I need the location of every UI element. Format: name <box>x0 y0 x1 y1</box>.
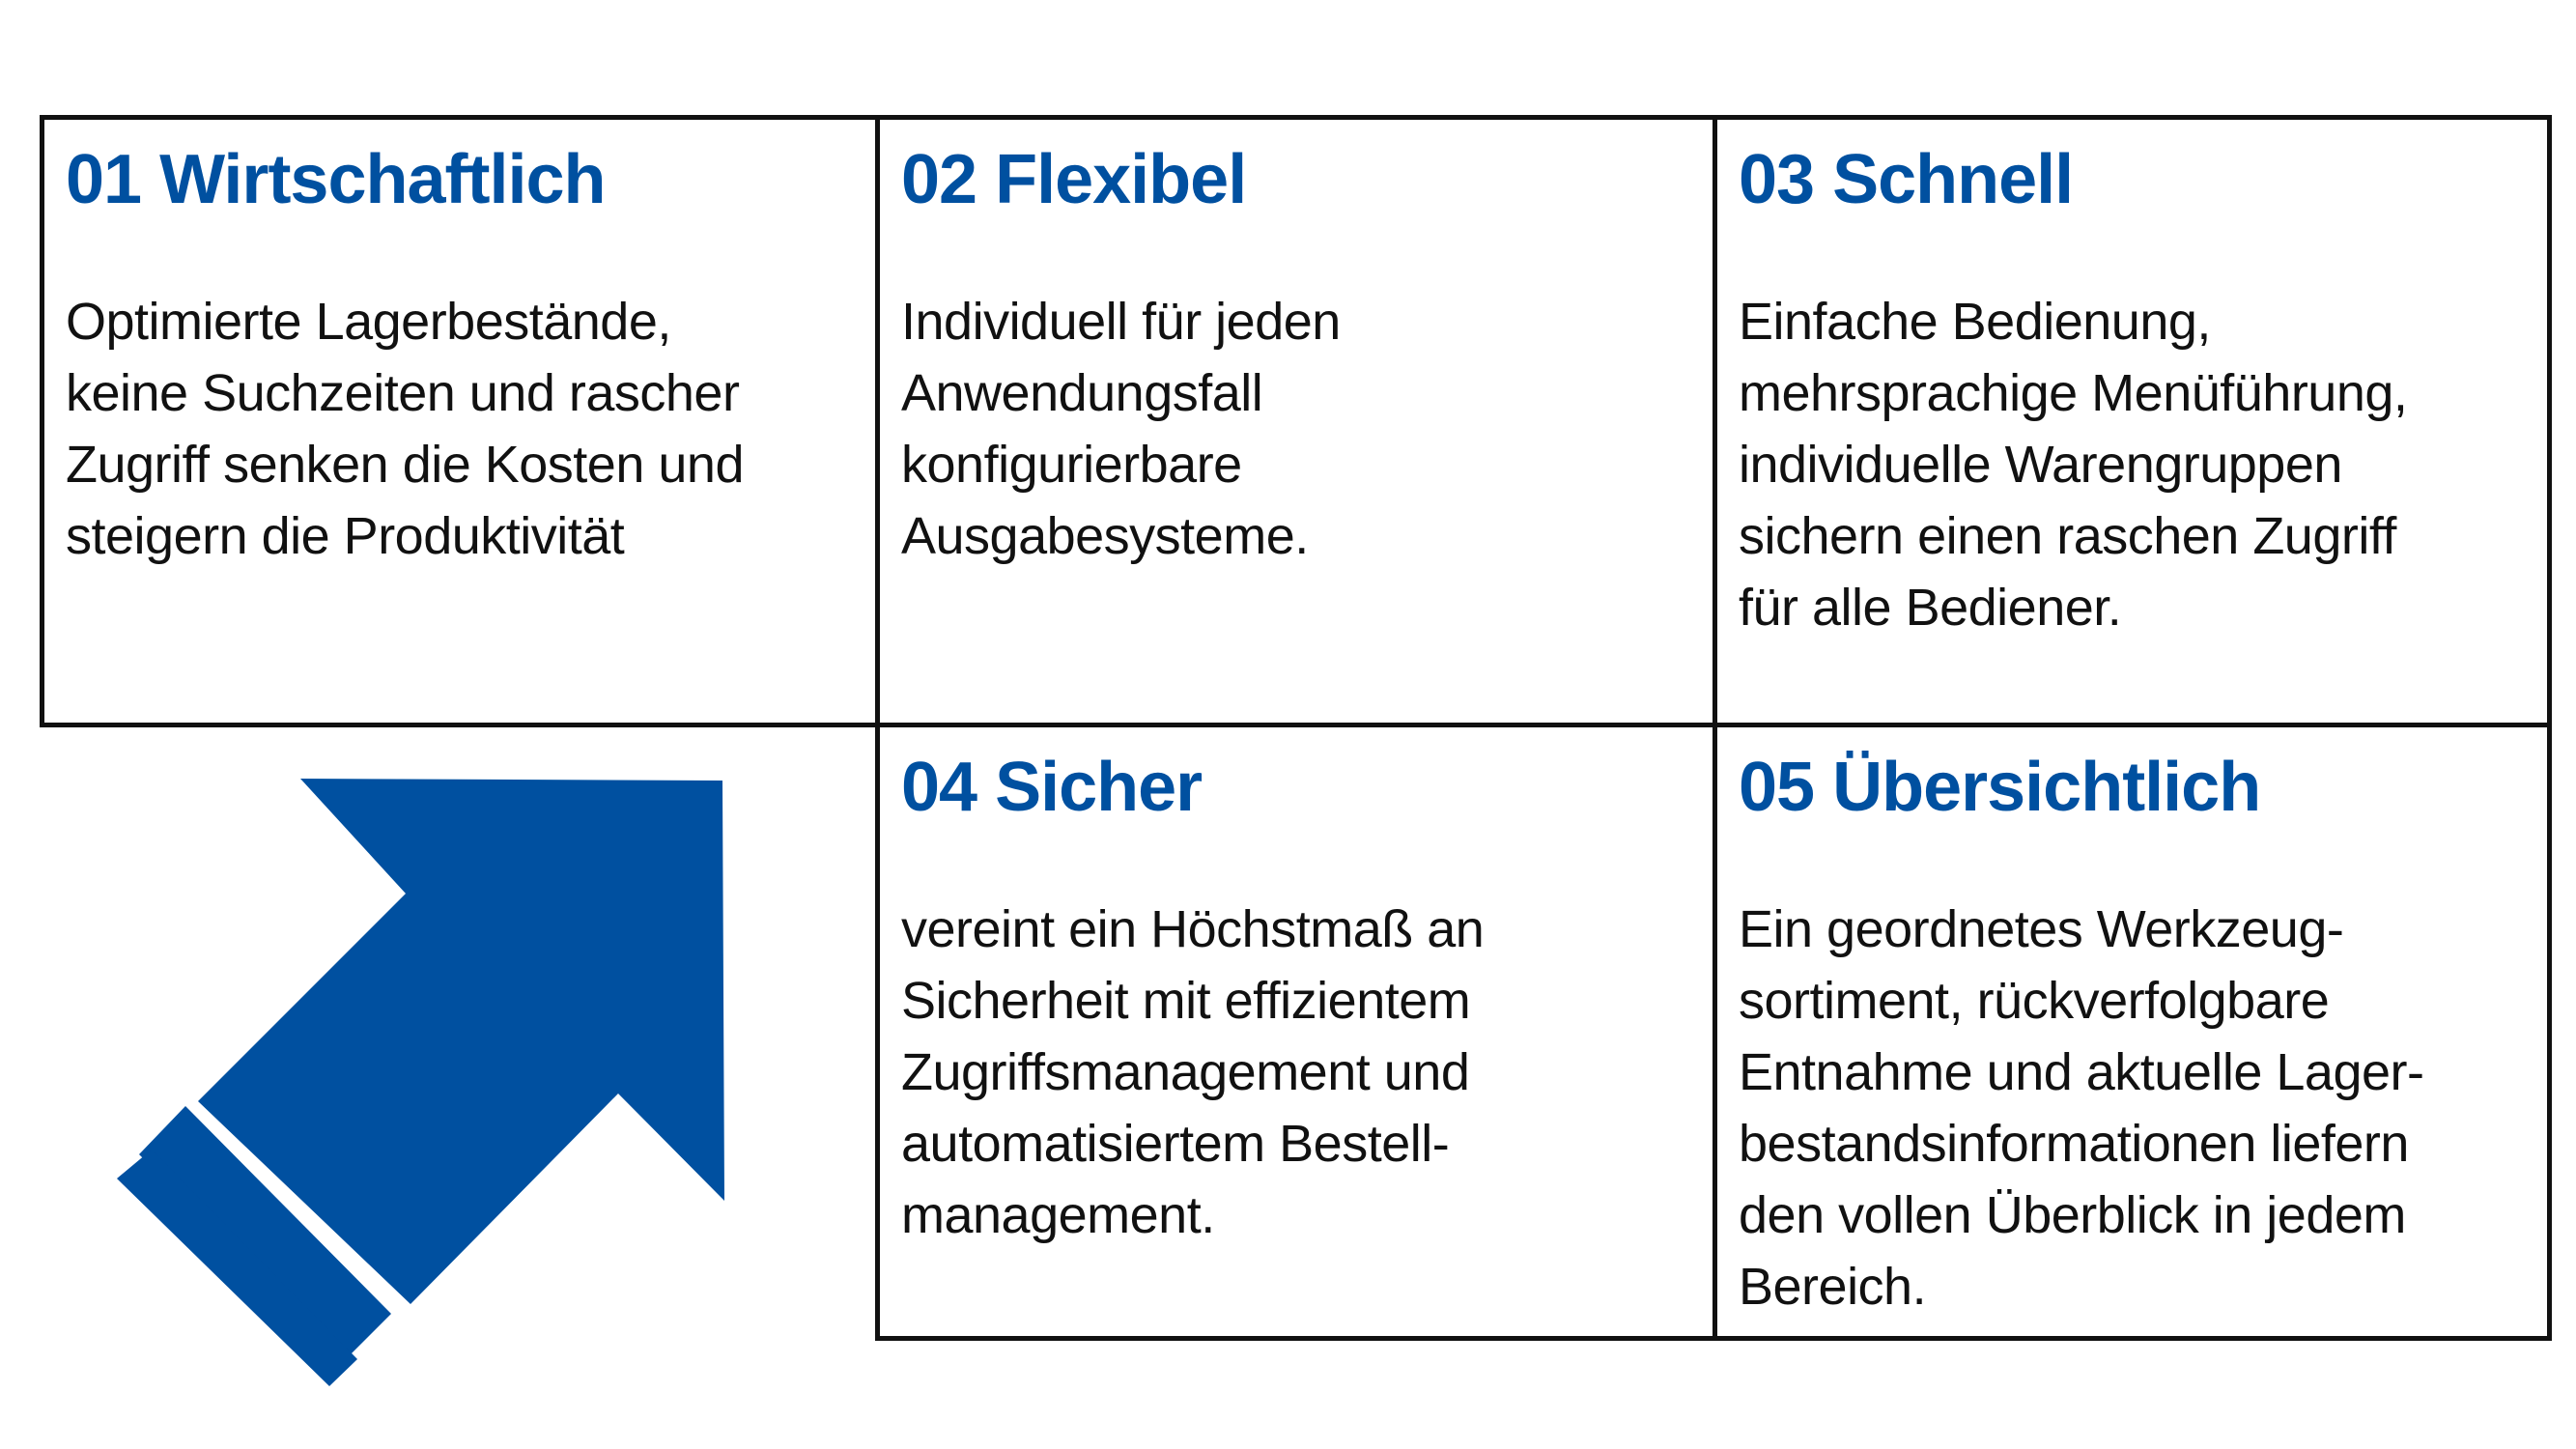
feature-cell-uebersichtlich: 05 Übersichtlich Ein geordnetes Werkzeug… <box>1713 723 2552 1341</box>
feature-text: vereint ein Höchstmaß an Sicherheit mit … <box>901 900 1485 1244</box>
feature-title: 04 Sicher <box>901 749 1203 826</box>
feature-text: Ein geordnetes Werkzeug- sortiment, rück… <box>1739 900 2424 1316</box>
feature-cell-wirtschaftlich: 01 Wirtschaftlich Optimierte Lagerbestän… <box>40 115 880 727</box>
arrow-head-and-shaft <box>198 779 724 1304</box>
arrow-stripe <box>117 1150 357 1386</box>
feature-title: 05 Übersichtlich <box>1739 749 2261 826</box>
feature-title: 02 Flexibel <box>901 141 1247 218</box>
feature-cell-schnell: 03 Schnell Einfache Bedienung, mehrsprac… <box>1713 115 2552 727</box>
feature-text: Einfache Bedienung, mehrsprachige Menüfü… <box>1739 293 2408 637</box>
feature-cell-sicher: 04 Sicher vereint ein Höchstmaß an Siche… <box>875 723 1717 1341</box>
feature-title: 03 Schnell <box>1739 141 2074 218</box>
feature-title: 01 Wirtschaftlich <box>66 141 607 218</box>
arrow-stripe <box>139 1106 391 1360</box>
feature-text: Individuell für jeden Anwendungsfall kon… <box>901 293 1341 565</box>
feature-text: Optimierte Lagerbestände, keine Suchzeit… <box>66 293 744 565</box>
